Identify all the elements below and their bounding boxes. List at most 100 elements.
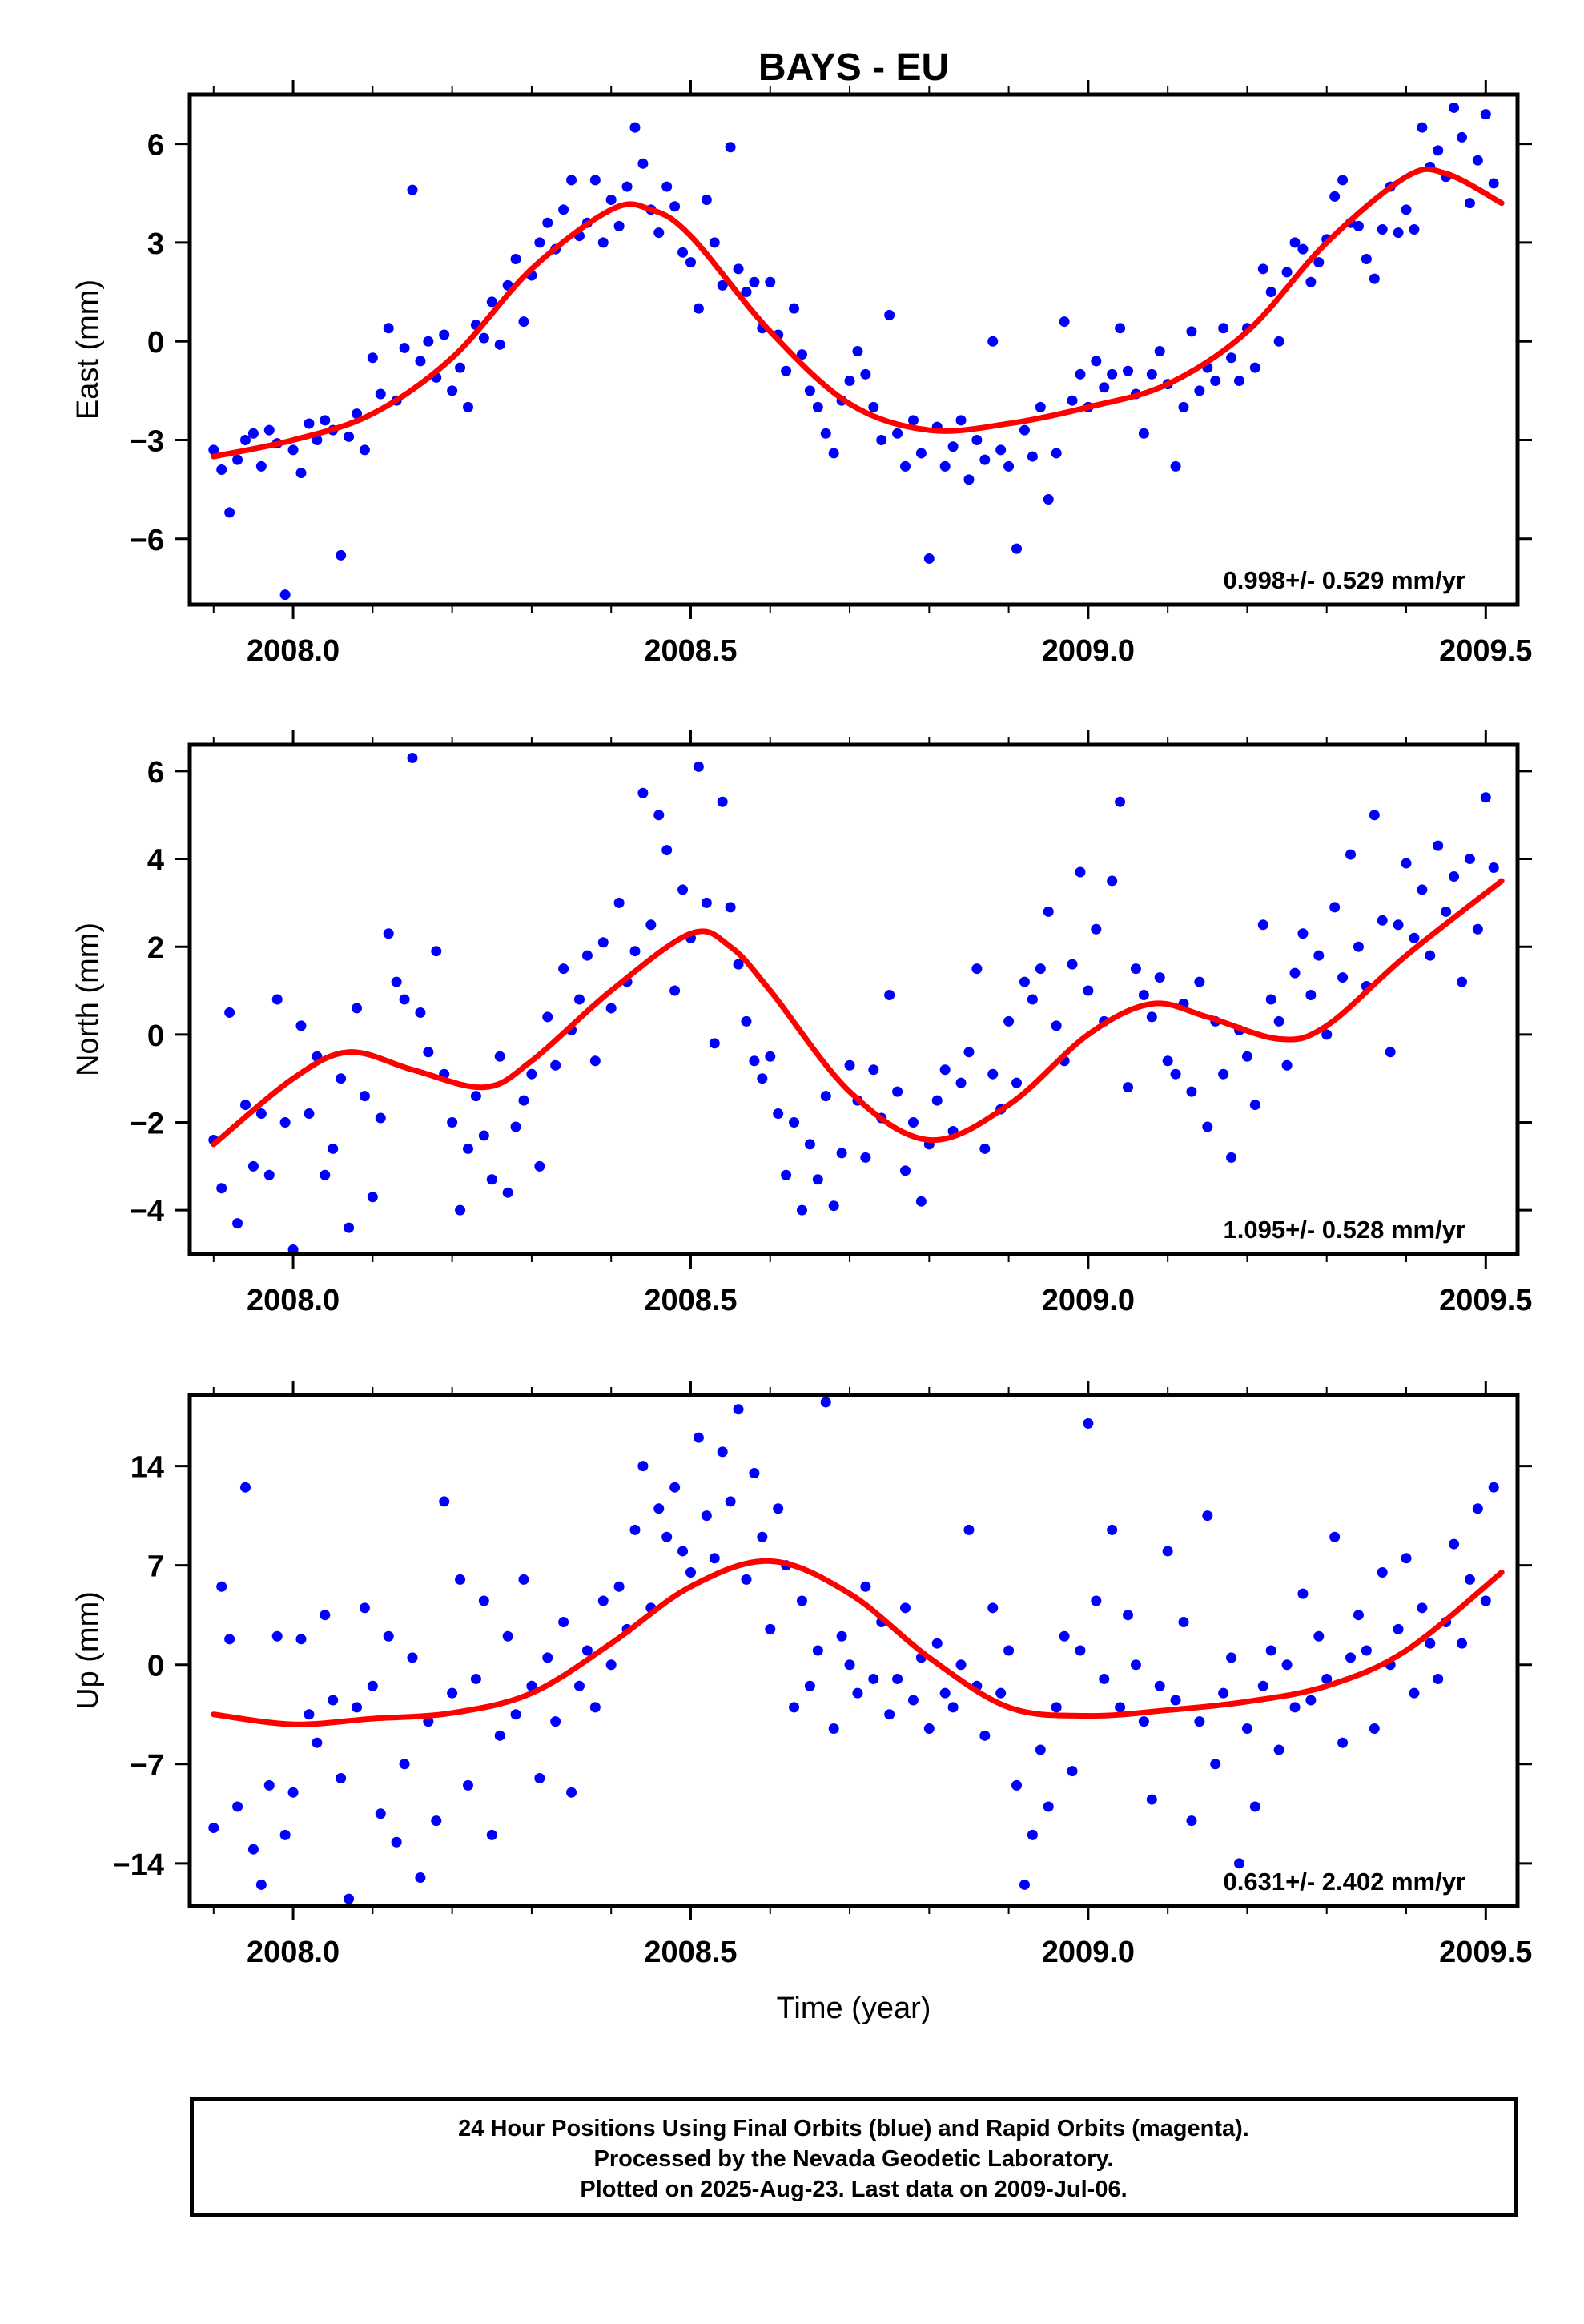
panel1-data-point: [804, 385, 815, 396]
panel2-data-point: [1433, 840, 1444, 851]
panel3-data-point: [336, 1773, 347, 1783]
panel1-data-point: [1178, 401, 1189, 412]
panel3-data-point: [661, 1531, 673, 1542]
panel1-data-point: [1043, 493, 1054, 505]
panel2-data-point: [271, 994, 283, 1005]
panel2-data-point: [320, 1169, 331, 1180]
panel1-data-point: [717, 279, 728, 291]
panel1-data-point: [1091, 356, 1102, 367]
panel2-data-point: [1441, 906, 1452, 917]
panel2-data-point: [955, 1077, 967, 1088]
panel1-data-point: [1051, 448, 1062, 459]
panel2-data-point: [1305, 990, 1317, 1001]
panel3-data-point: [820, 1397, 831, 1408]
panel2-data-point: [781, 1169, 792, 1180]
panel2-data-point: [971, 963, 983, 975]
panel1-data-point: [224, 507, 235, 518]
panel1-data-point: [375, 388, 386, 400]
panel1-data-point: [669, 201, 681, 212]
panel3-data-point: [1480, 1595, 1491, 1606]
panel2-data-point: [884, 990, 895, 1001]
panel2-data-point: [749, 1055, 760, 1067]
panel3-data-point: [1178, 1617, 1189, 1628]
panel2-y-tick-label: 4: [147, 844, 164, 878]
panel1-data-point: [1273, 336, 1284, 347]
panel2-data-point: [415, 1007, 426, 1018]
panel3-data-point: [796, 1595, 807, 1606]
panel2-data-point: [653, 810, 665, 821]
panel2-data-point: [367, 1192, 378, 1203]
panel3-data-point: [1377, 1567, 1388, 1578]
panel2-data-point: [336, 1073, 347, 1084]
panel1-data-point: [1337, 175, 1349, 186]
panel1-data-point: [518, 316, 529, 328]
panel1-data-point: [399, 342, 410, 353]
panel3-data-point: [923, 1723, 935, 1734]
panel1-data-point: [685, 257, 696, 268]
panel2-data-point: [263, 1169, 275, 1180]
panel2-data-point: [844, 1059, 855, 1071]
panel2-data-point: [1449, 870, 1460, 882]
panel2-data-point: [391, 976, 402, 987]
panel3-data-point: [717, 1446, 728, 1458]
panel3-data-point: [573, 1680, 585, 1691]
panel3-data-point: [836, 1630, 847, 1642]
panel2-data-point: [589, 1055, 601, 1067]
panel3-data-point: [351, 1702, 362, 1713]
panel1-data-point: [1123, 365, 1134, 376]
panel1-data-point: [336, 549, 347, 561]
panel3-y-tick-label: 0: [147, 1650, 164, 1683]
panel2-data-point: [1417, 884, 1428, 895]
panel1-data-point: [494, 339, 505, 350]
panel2-data-point: [1067, 959, 1078, 970]
panel2-data-point: [1027, 994, 1038, 1005]
panel2-data-point: [1345, 849, 1357, 860]
panel1-data-point: [447, 385, 458, 396]
panel2-data-point: [255, 1108, 267, 1120]
panel1-data-point: [263, 424, 275, 436]
panel1-rate-annotation: 0.998+/- 0.529 mm/yr: [1224, 566, 1465, 594]
panel2-data-point: [1226, 1152, 1237, 1163]
panel1-y-tick-label: 3: [147, 227, 164, 261]
panel1-data-point: [1265, 287, 1276, 298]
panel1-y-tick-label: 6: [147, 129, 164, 163]
panel2-data-point: [1401, 858, 1412, 869]
panel3-data-point: [1202, 1510, 1213, 1522]
panel1-data-point: [407, 184, 418, 195]
panel1-data-point: [789, 303, 800, 314]
panel2-plot-frame: [187, 742, 1520, 1256]
panel1-data-point: [820, 428, 831, 439]
panel1-y-tick-label: −3: [130, 425, 164, 459]
panel3-data-point: [239, 1482, 251, 1493]
panel3-data-point: [367, 1680, 378, 1691]
panel3-data-point: [589, 1702, 601, 1713]
panel2-data-point: [915, 1196, 927, 1207]
panel3-data-point: [415, 1872, 426, 1884]
panel3-data-point: [1091, 1595, 1102, 1606]
panel2-x-tick-label: 2009.5: [1439, 1284, 1532, 1317]
panel1-data-point: [709, 237, 720, 248]
panel3-data-point: [947, 1702, 959, 1713]
panel3-data-point: [462, 1779, 473, 1791]
panel3-data-point: [1289, 1702, 1301, 1713]
panel2-data-point: [773, 1108, 784, 1120]
panel1-data-point: [637, 158, 649, 169]
chart-title: BAYS - EU: [758, 46, 949, 89]
panel3-data-point: [1170, 1695, 1181, 1706]
panel2-data-point: [558, 963, 569, 975]
panel2-data-point: [613, 897, 625, 908]
panel3-data-point: [494, 1730, 505, 1741]
panel1-data-point: [423, 336, 434, 347]
panel3-data-point: [271, 1630, 283, 1642]
panel1-data-point: [868, 401, 879, 412]
panel3-data-point: [789, 1702, 800, 1713]
panel3-data-point: [431, 1815, 442, 1827]
panel2-data-point: [963, 1047, 975, 1058]
panel3-data-point: [828, 1723, 839, 1734]
panel2-data-point: [1377, 915, 1388, 926]
panel1-data-point: [1003, 460, 1015, 472]
panel2-data-point: [1154, 972, 1165, 983]
panel3-data-point: [359, 1602, 370, 1614]
panel1-data-point: [1218, 323, 1229, 334]
